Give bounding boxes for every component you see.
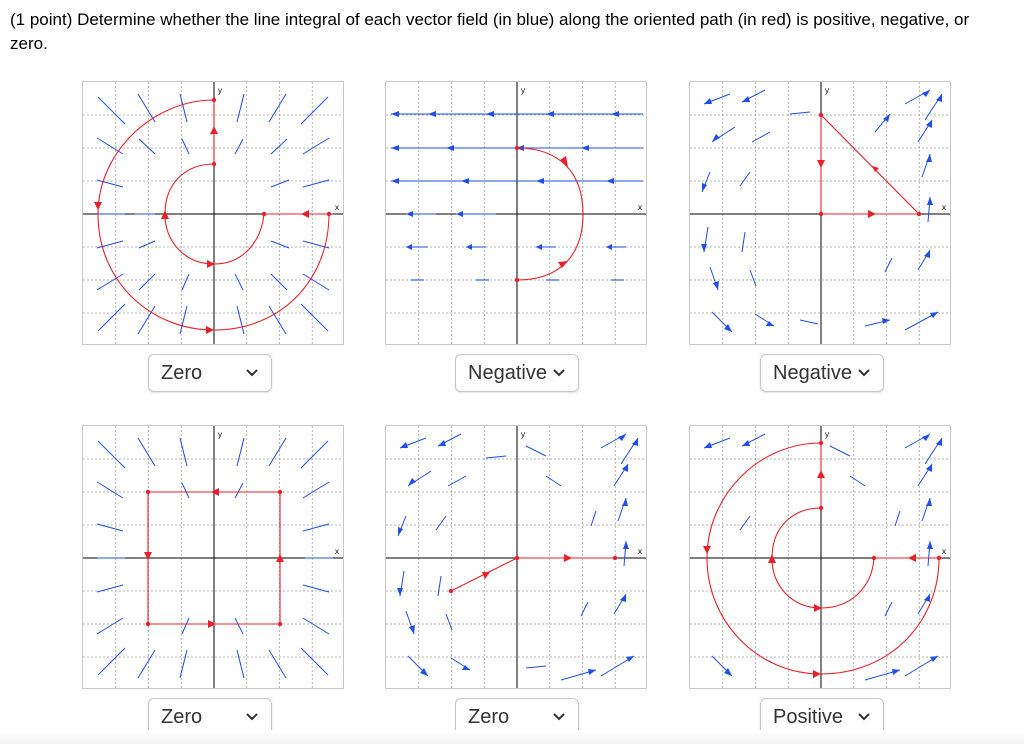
chevron-down-icon <box>246 369 258 377</box>
answer-select-5[interactable]: Zero <box>455 698 579 736</box>
chevron-down-icon <box>858 369 870 377</box>
answer-select-3-value: Negative <box>773 361 852 384</box>
vector-field-plot-3: y x <box>689 81 951 345</box>
vector-field-plot-2: y x <box>385 81 647 345</box>
answer-select-1-value: Zero <box>161 361 203 384</box>
y-axis-label: y <box>825 86 829 95</box>
answer-select-2-value: Negative <box>468 361 547 384</box>
x-axis-label: x <box>942 547 946 556</box>
answer-select-3[interactable]: Negative <box>760 354 884 392</box>
vector-field-plot-5: y x <box>385 425 647 689</box>
x-axis-label: x <box>638 547 642 556</box>
answer-select-1[interactable]: Zero <box>148 354 272 392</box>
chevron-down-icon <box>553 369 565 377</box>
vector-field-plot-4: y x <box>82 425 344 689</box>
y-axis-label: y <box>521 430 525 439</box>
chevron-down-icon <box>553 713 565 721</box>
problem-prompt: (1 point) Determine whether the line int… <box>10 10 970 53</box>
page-bottom-edge <box>0 730 1024 744</box>
answer-select-6[interactable]: Positive <box>760 698 884 736</box>
y-axis-label: y <box>521 86 525 95</box>
x-axis-label: x <box>335 547 339 556</box>
y-axis-label: y <box>825 430 829 439</box>
vector-field-plot-6: y x <box>689 425 951 689</box>
x-axis-label: x <box>942 203 946 212</box>
answer-select-5-value: Zero <box>468 705 510 728</box>
chevron-down-icon <box>858 713 870 721</box>
y-axis-label: y <box>218 430 222 439</box>
answer-select-2[interactable]: Negative <box>455 354 579 392</box>
chevron-down-icon <box>246 713 258 721</box>
x-axis-label: x <box>638 203 642 212</box>
answer-select-4-value: Zero <box>161 705 203 728</box>
y-axis-label: y <box>218 86 222 95</box>
answer-select-6-value: Positive <box>773 705 844 728</box>
x-axis-label: x <box>335 203 339 212</box>
vector-field-plot-1: y x <box>82 81 344 345</box>
